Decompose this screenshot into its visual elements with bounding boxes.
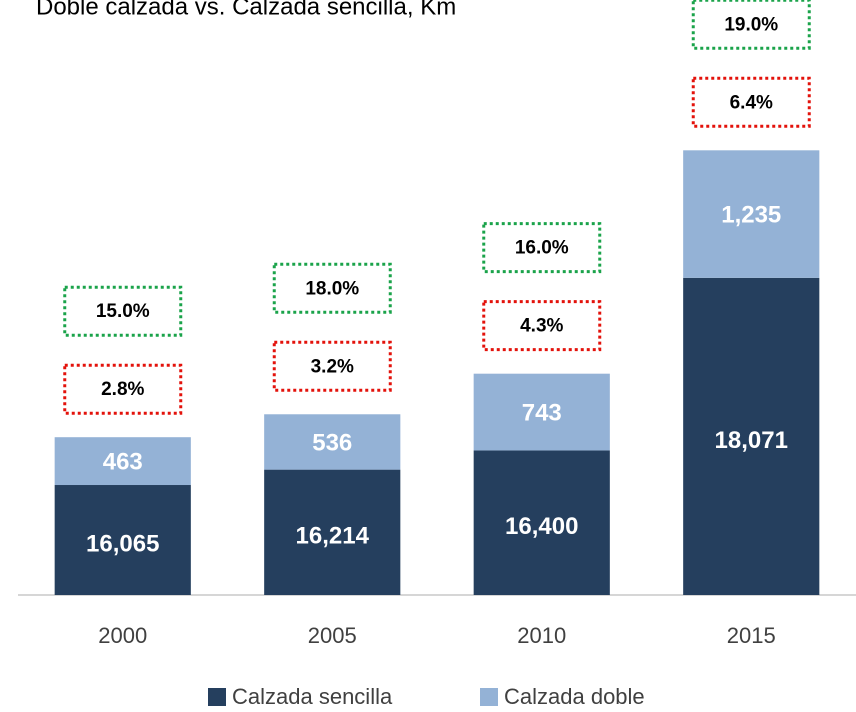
annotation-box (691, 76, 811, 128)
legend-label: Calzada sencilla (232, 684, 393, 709)
annotation-box (482, 222, 602, 274)
bar-segment (473, 450, 610, 595)
annotation-label: 6.4% (730, 92, 773, 113)
annotation-label: 2.8% (101, 379, 144, 400)
bar-segment (54, 485, 191, 595)
annotation-label: 19.0% (724, 14, 778, 35)
legend-label: Calzada doble (504, 684, 645, 709)
x-tick-label: 2015 (727, 623, 776, 648)
annotation-label: 15.0% (96, 301, 150, 322)
bar-segment (683, 150, 820, 278)
chart-title: Doble calzada vs. Calzada sencilla, Km (36, 0, 456, 20)
x-tick-label: 2000 (98, 623, 147, 648)
annotation-label: 4.3% (520, 316, 563, 337)
bar-segment (54, 437, 191, 486)
bar-segment (683, 277, 820, 595)
data-label: 463 (103, 448, 143, 475)
data-label: 1,235 (721, 201, 781, 228)
legend-swatch (208, 688, 226, 706)
annotation-label: 3.2% (311, 356, 354, 377)
annotation-label: 16.0% (515, 238, 569, 259)
annotation-label: 18.0% (305, 278, 359, 299)
bar-segment (264, 469, 401, 595)
data-label: 18,071 (715, 427, 788, 454)
data-label: 743 (522, 399, 562, 426)
bar-segment (473, 373, 610, 451)
data-label: 16,065 (86, 530, 159, 557)
data-label: 16,400 (505, 513, 578, 540)
annotation-box (272, 262, 392, 314)
annotation-box (482, 300, 602, 352)
annotation-box (272, 340, 392, 392)
bar-segment (264, 414, 401, 470)
x-tick-label: 2010 (517, 623, 566, 648)
legend-swatch (480, 688, 498, 706)
x-tick-label: 2005 (308, 623, 357, 648)
annotation-box (63, 285, 183, 337)
data-label: 536 (312, 429, 352, 456)
annotation-box (63, 363, 183, 415)
data-label: 16,214 (296, 523, 370, 550)
annotation-box (691, 0, 811, 50)
